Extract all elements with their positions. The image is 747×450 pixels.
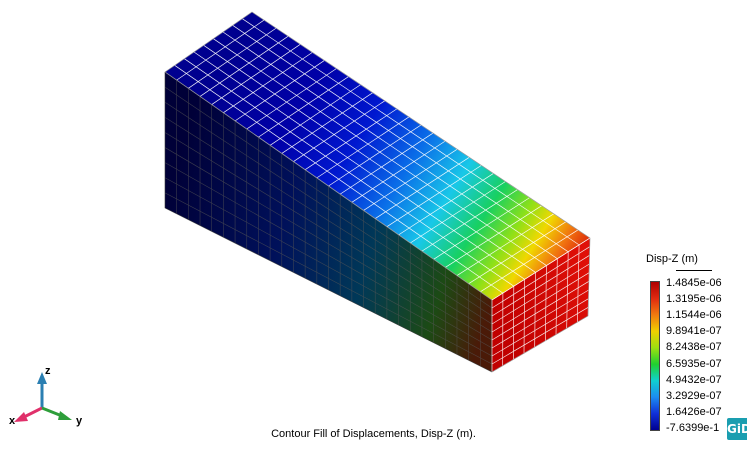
x-axis-label: x (9, 415, 16, 427)
mesh-line (316, 116, 410, 179)
legend-label: 1.4845e-06 (666, 277, 722, 289)
mesh-line (222, 31, 558, 259)
mesh-line (480, 229, 579, 293)
mesh-line (293, 100, 385, 162)
mesh-line (164, 86, 493, 309)
mesh-line (386, 165, 482, 228)
legend-label: 3.2929e-07 (666, 389, 722, 402)
legend-label: 1.1544e-06 (666, 309, 722, 322)
mesh-line (468, 221, 567, 285)
mesh-line (576, 244, 580, 323)
mesh-line (304, 108, 398, 171)
mesh-line (188, 27, 277, 89)
legend-label: 1.3195e-06 (666, 293, 722, 306)
legend-label: 6.5935e-07 (666, 357, 722, 370)
mesh-line (203, 45, 536, 273)
mesh-line (534, 272, 536, 348)
mesh-line (491, 272, 590, 333)
mesh-line (232, 25, 569, 253)
mesh-line (269, 84, 361, 146)
y-axis-label: y (76, 415, 83, 427)
axis-triad: z x y (9, 366, 83, 427)
result-caption: Contour Fill of Displacements, Disp-Z (m… (0, 428, 747, 440)
mesh-line (375, 156, 470, 219)
front-mesh-lines (164, 71, 493, 373)
legend-title-underline (676, 270, 712, 271)
model-outline (164, 11, 591, 373)
mesh-line (445, 205, 542, 268)
mesh-line (213, 38, 547, 266)
mesh-line (328, 124, 422, 187)
legend-label: 4.9432e-07 (666, 373, 722, 386)
mesh-line (164, 71, 493, 301)
mesh-line (174, 65, 504, 294)
mesh-line (363, 148, 458, 211)
mesh-line (421, 189, 518, 252)
top-face (165, 12, 590, 300)
legend-label: 8.2438e-07 (666, 341, 722, 354)
mesh-line (211, 43, 301, 105)
caption-text: Contour Fill of Displacements, Disp-Z (m… (271, 428, 476, 440)
mesh-line (199, 35, 289, 97)
y-axis-line (41, 406, 63, 418)
legend-label: 1.6426e-07 (666, 405, 722, 418)
color-legend: Disp-Z (m) 1.4845e-06 1.3195e-06 1.1544e-0… (646, 253, 747, 450)
mesh-line (398, 173, 494, 236)
mesh-line (193, 51, 525, 280)
legend-label: 9.8941e-07 (666, 325, 722, 338)
legend-color-bar (650, 281, 660, 431)
mesh-line (491, 263, 590, 325)
mesh-line (164, 177, 493, 357)
mesh-line (491, 246, 590, 309)
mesh-line (456, 213, 554, 276)
mesh-line (164, 192, 493, 365)
mesh-line (491, 289, 589, 349)
mesh-line (242, 18, 580, 246)
mesh-line (164, 147, 493, 341)
mesh-line (566, 251, 569, 329)
end-face (492, 238, 590, 372)
mesh-line (164, 132, 493, 333)
mesh-line (164, 101, 493, 317)
mesh-line (491, 281, 590, 341)
top-mesh-lines (164, 11, 591, 301)
legend-title: Disp-Z (m) (646, 253, 698, 265)
mesh-line (258, 76, 349, 138)
mesh-line (491, 255, 590, 317)
mesh-line (433, 197, 530, 260)
mesh-line (555, 258, 558, 335)
z-axis-arrow-icon (37, 372, 47, 384)
mesh-line (164, 117, 493, 325)
mesh-line (281, 92, 373, 154)
y-axis-arrow-icon (58, 411, 72, 420)
mesh-line (164, 162, 493, 349)
mesh-line (339, 132, 434, 195)
mesh-line (523, 279, 526, 354)
x-axis-arrow-icon (14, 412, 28, 422)
mesh-line (234, 60, 325, 122)
mesh-line (246, 68, 337, 130)
mesh-line (223, 52, 313, 114)
legend-label: -7.6399e-1 (666, 421, 720, 434)
mesh-line (491, 307, 589, 365)
mesh-line (491, 237, 591, 301)
mesh-line (544, 265, 547, 341)
mesh-line (351, 140, 446, 203)
mesh-line (410, 181, 506, 244)
gid-logo: GiD (727, 418, 747, 440)
z-axis-label: z (45, 366, 51, 377)
mesh-line (491, 298, 589, 357)
mesh-line (184, 58, 514, 287)
mesh-line (176, 19, 265, 81)
